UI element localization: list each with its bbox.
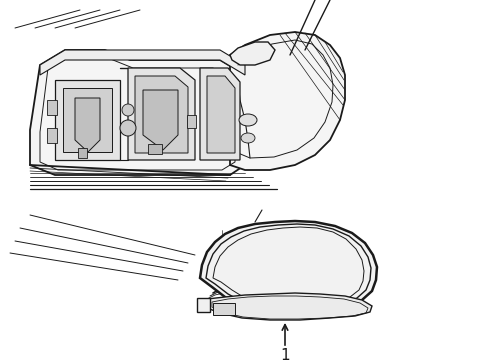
Polygon shape	[30, 50, 245, 175]
Polygon shape	[47, 128, 57, 143]
Polygon shape	[63, 88, 112, 152]
Circle shape	[120, 120, 136, 136]
Polygon shape	[230, 42, 275, 65]
Polygon shape	[40, 50, 245, 75]
Polygon shape	[47, 100, 57, 115]
Polygon shape	[200, 68, 240, 160]
Polygon shape	[197, 298, 210, 312]
Polygon shape	[187, 115, 196, 128]
Polygon shape	[75, 98, 100, 152]
Polygon shape	[148, 144, 162, 154]
Polygon shape	[200, 221, 377, 314]
Polygon shape	[213, 303, 235, 315]
Polygon shape	[55, 80, 120, 160]
Ellipse shape	[239, 114, 257, 126]
Ellipse shape	[241, 133, 255, 143]
Circle shape	[122, 104, 134, 116]
Polygon shape	[78, 148, 87, 158]
Polygon shape	[128, 68, 195, 160]
Polygon shape	[207, 76, 235, 153]
Polygon shape	[143, 90, 178, 150]
Polygon shape	[135, 76, 188, 153]
Polygon shape	[207, 293, 372, 320]
Text: 1: 1	[280, 348, 290, 360]
Polygon shape	[230, 32, 345, 170]
